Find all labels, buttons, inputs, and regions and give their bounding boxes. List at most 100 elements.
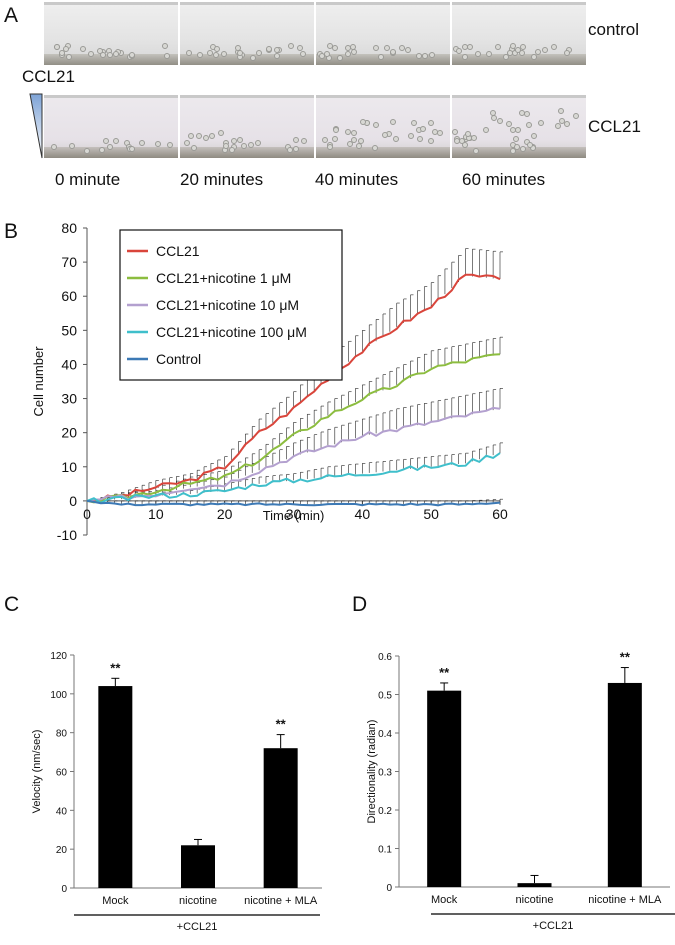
cell-icon [218, 130, 224, 136]
y-tick-label: 0.2 [378, 806, 392, 817]
category-label: Mock [102, 895, 129, 907]
cell-icon [473, 148, 479, 154]
micrograph-control-1 [180, 2, 314, 65]
gradient-wedge-icon [29, 93, 43, 159]
cell-icon [196, 133, 202, 139]
cell-icon [429, 52, 435, 58]
series-line-4 [86, 499, 501, 507]
cell-icon [333, 127, 339, 133]
cell-icon [191, 145, 197, 151]
x-tick-label: 20 [217, 506, 233, 522]
x-axis-label: Time (min) [263, 508, 325, 523]
cell-icon [506, 121, 512, 127]
y-tick-label: 40 [56, 806, 68, 817]
channel-edge [44, 54, 178, 65]
channel-edge [316, 54, 450, 65]
time-label-60: 60 minutes [462, 170, 546, 189]
cell-icon [54, 44, 60, 50]
y-tick-label: 70 [61, 254, 77, 270]
cell-icon [197, 52, 203, 58]
cell-icon [437, 130, 443, 136]
cell-icon [515, 47, 521, 53]
y-tick-label: 10 [61, 459, 77, 475]
cell-icon [507, 50, 513, 56]
channel-edge [44, 147, 178, 158]
cell-icon [564, 121, 570, 127]
cell-icon [510, 148, 516, 154]
cell-icon [113, 138, 119, 144]
cell-icon [358, 138, 364, 144]
cell-icon [293, 146, 299, 152]
cell-icon [491, 115, 497, 121]
cell-icon [520, 44, 526, 50]
panel-c-label: C [4, 593, 20, 616]
cell-icon [475, 51, 481, 57]
cell-icon [100, 52, 106, 58]
cell-icon [332, 45, 338, 51]
category-label: nicotine + MLA [244, 895, 318, 907]
x-tick-label: 60 [492, 506, 508, 522]
y-tick-label: 0.6 [378, 652, 392, 663]
cell-icon [384, 45, 390, 51]
legend-label: CCL21+nicotine 100 μM [156, 324, 307, 340]
x-tick-label: 30 [286, 506, 302, 522]
row-label-control: control [588, 20, 640, 39]
cell-icon [347, 141, 353, 147]
cell-icon [59, 50, 65, 56]
cell-icon [327, 144, 333, 150]
time-label-40: 40 minutes [315, 170, 399, 189]
gradient-label: CCL21 [22, 67, 75, 86]
cell-icon [345, 51, 351, 57]
cell-icon [382, 132, 388, 138]
cell-icon [203, 135, 209, 141]
channel-edge [316, 147, 450, 158]
cell-icon [256, 50, 262, 56]
cell-icon [462, 142, 468, 148]
y-tick-label: 80 [61, 220, 77, 236]
y-tick-label: 50 [61, 322, 77, 338]
cell-icon [51, 144, 57, 150]
cell-icon [301, 138, 307, 144]
velocity-bar-chart: 0 20 40 60 80 100 120 Velocity (nm/sec) ** Mock ni… [31, 651, 322, 933]
cell-icon [503, 54, 509, 60]
cell-icon [129, 52, 135, 58]
cell-icon [360, 119, 366, 125]
legend-label: CCL21 [156, 243, 200, 259]
cell-icon [558, 108, 564, 114]
cell-icon [337, 55, 343, 61]
micrograph-ccl21-1 [180, 95, 314, 158]
bar-0 [427, 690, 462, 887]
y-axis-label: Directionality (radian) [366, 720, 378, 824]
cell-icon [373, 45, 379, 51]
y-tick-label: 0.3 [378, 768, 392, 779]
cell-icon [573, 113, 579, 119]
cell-icon [63, 46, 69, 52]
cell-icon [408, 133, 414, 139]
cell-icon [231, 138, 237, 144]
y-tick-label: 40 [61, 356, 77, 372]
x-tick-label: 40 [355, 506, 371, 522]
cell-icon [564, 50, 570, 56]
cell-icon [393, 136, 399, 142]
cell-icon [293, 137, 299, 143]
y-axis-label: Cell number [31, 346, 46, 417]
cell-icon [456, 48, 462, 54]
cell-icon [467, 44, 473, 50]
cell-icon [221, 51, 227, 57]
cell-icon [69, 143, 75, 149]
cell-icon [514, 144, 520, 150]
legend-label: Control [156, 351, 201, 367]
cell-icon [411, 120, 417, 126]
cell-icon [497, 118, 503, 124]
cell-icon [129, 146, 135, 152]
cell-icon [531, 54, 537, 60]
cell-icon [186, 50, 192, 56]
cell-icon [107, 144, 113, 150]
group-label: +CCL21 [533, 920, 574, 932]
directionality-bar-chart: 0 0.1 0.2 0.3 0.4 0.5 0.6 Directionality (radia… [366, 650, 675, 932]
cell-icon [103, 138, 109, 144]
legend-label: CCL21+nicotine 1 μM [156, 270, 291, 286]
cell-icon [209, 133, 215, 139]
x-tick-label: 0 [83, 506, 91, 522]
significance-mark: ** [110, 660, 121, 675]
